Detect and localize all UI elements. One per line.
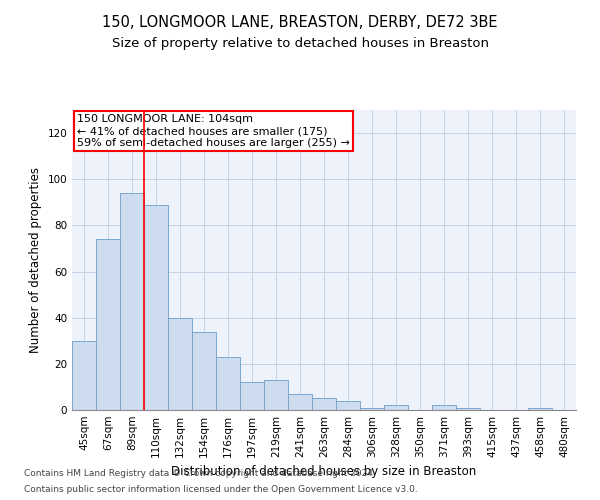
- Bar: [264, 380, 288, 410]
- Bar: [144, 204, 168, 410]
- Bar: [72, 341, 96, 410]
- Text: Contains HM Land Registry data © Crown copyright and database right 2024.: Contains HM Land Registry data © Crown c…: [24, 468, 376, 477]
- Bar: [168, 318, 192, 410]
- Bar: [120, 193, 144, 410]
- Bar: [336, 401, 360, 410]
- Y-axis label: Number of detached properties: Number of detached properties: [29, 167, 42, 353]
- Text: 150 LONGMOOR LANE: 104sqm
← 41% of detached houses are smaller (175)
59% of semi: 150 LONGMOOR LANE: 104sqm ← 41% of detac…: [77, 114, 350, 148]
- Bar: [456, 408, 480, 410]
- X-axis label: Distribution of detached houses by size in Breaston: Distribution of detached houses by size …: [172, 466, 476, 478]
- Text: Size of property relative to detached houses in Breaston: Size of property relative to detached ho…: [112, 38, 488, 51]
- Bar: [432, 406, 456, 410]
- Bar: [288, 394, 312, 410]
- Text: 150, LONGMOOR LANE, BREASTON, DERBY, DE72 3BE: 150, LONGMOOR LANE, BREASTON, DERBY, DE7…: [102, 15, 498, 30]
- Bar: [312, 398, 336, 410]
- Bar: [528, 408, 552, 410]
- Bar: [384, 406, 408, 410]
- Bar: [216, 357, 240, 410]
- Bar: [360, 408, 384, 410]
- Bar: [96, 239, 120, 410]
- Bar: [240, 382, 264, 410]
- Bar: [192, 332, 216, 410]
- Text: Contains public sector information licensed under the Open Government Licence v3: Contains public sector information licen…: [24, 485, 418, 494]
